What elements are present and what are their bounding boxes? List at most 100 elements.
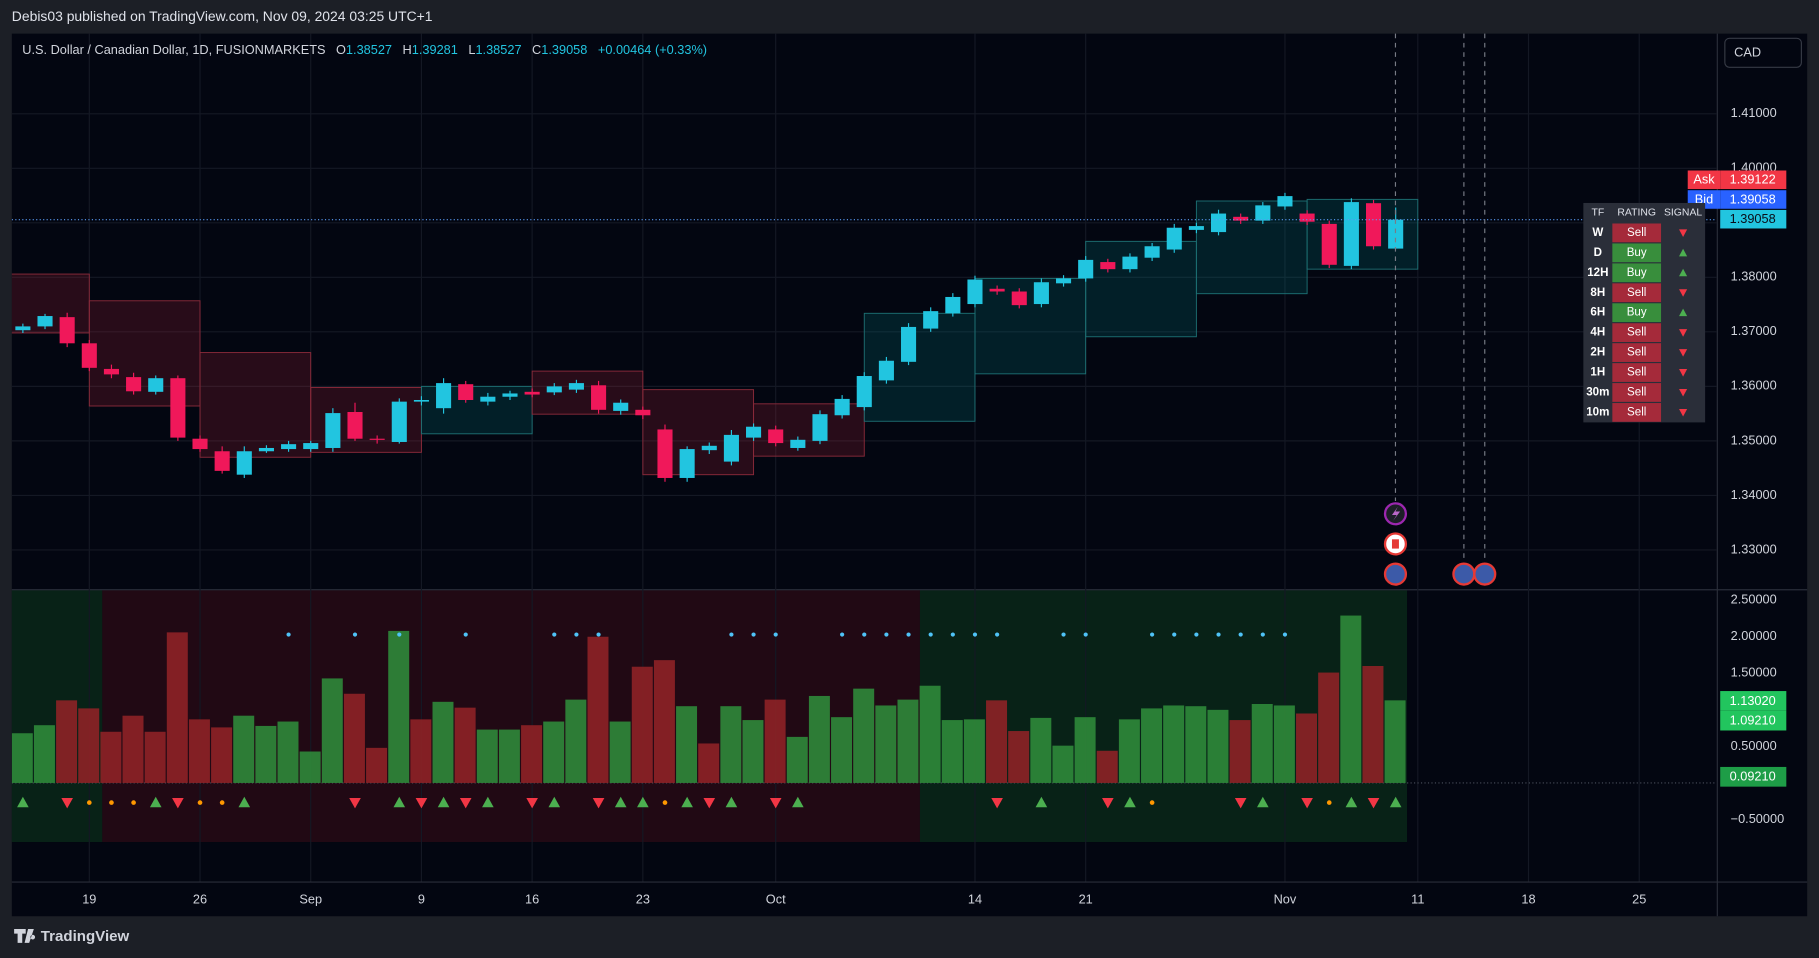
zone <box>974 277 1087 375</box>
osc-bar <box>653 660 675 783</box>
x-tick-label: 18 <box>1521 891 1535 906</box>
signal-up <box>1345 796 1358 808</box>
candle-body <box>723 434 739 462</box>
signal-up <box>792 796 804 808</box>
bid-box <box>1720 190 1787 209</box>
candle-body <box>1343 202 1359 266</box>
signal-down <box>1301 797 1313 809</box>
osc-bar <box>543 721 565 783</box>
osc-tick-label: −0.50000 <box>1731 811 1785 826</box>
signal-down <box>61 797 73 809</box>
table-tf: 10m <box>1586 406 1609 418</box>
signal-up <box>548 796 561 808</box>
osc-dot <box>1260 632 1265 637</box>
osc-bar <box>565 699 587 783</box>
x-tick-label: Sep <box>299 891 322 906</box>
symbol: U.S. Dollar / Canadian Dollar, 1D, FUSIO… <box>22 42 325 57</box>
osc-bar <box>144 731 166 783</box>
table-tf: 6H <box>1590 307 1605 319</box>
ohlc-label: H <box>403 42 412 57</box>
rating-cell <box>1612 383 1662 402</box>
last-price-box <box>1720 209 1787 229</box>
rating-cell <box>1612 403 1662 422</box>
osc-dot <box>286 632 291 637</box>
osc-dot <box>729 632 734 637</box>
candle-body <box>790 439 806 448</box>
table-rating: Sell <box>1627 347 1646 359</box>
candle-body <box>1277 196 1293 207</box>
candle-body <box>391 401 407 442</box>
candle-body <box>1100 262 1116 270</box>
x-tick-label: Nov <box>1274 891 1297 906</box>
osc-bar <box>919 685 941 783</box>
change: +0.00464 (+0.33%) <box>598 42 707 57</box>
currency-button[interactable] <box>1724 37 1802 68</box>
osc-dot <box>352 632 358 637</box>
ohlc-value: 1.38527 <box>346 42 392 57</box>
osc-bar <box>366 747 388 783</box>
x-tick-label: 23 <box>636 891 650 906</box>
event-icon[interactable] <box>1452 562 1476 586</box>
signal-up <box>1257 796 1269 808</box>
osc-bar <box>1074 717 1096 783</box>
signal-up <box>238 796 251 808</box>
candle-body <box>1255 205 1271 221</box>
candle-body <box>701 445 717 451</box>
table-rating: Buy <box>1627 247 1647 259</box>
candle-body <box>502 393 518 397</box>
candle-body <box>15 326 31 331</box>
table-rating: Sell <box>1627 387 1646 399</box>
signal-up <box>614 796 627 808</box>
rating-cell <box>1612 363 1662 382</box>
osc-bar <box>587 636 609 783</box>
candle-body <box>37 316 53 327</box>
candle-body <box>236 451 252 475</box>
signal-down <box>1679 289 1688 297</box>
table-tf: 12H <box>1587 267 1608 279</box>
table-tf: 8H <box>1590 287 1605 299</box>
signal-up <box>1679 268 1688 277</box>
osc-bar <box>33 725 55 783</box>
osc-dot <box>1172 632 1177 637</box>
signal-up <box>637 796 649 808</box>
signal-dot <box>109 800 114 805</box>
signal-down <box>415 797 428 809</box>
osc-dot <box>1150 632 1155 637</box>
osc-dot <box>596 632 601 637</box>
osc-bar <box>1185 706 1207 783</box>
signal-dot <box>197 800 203 805</box>
event-icon[interactable] <box>1383 562 1408 586</box>
rating-table: TF RATING SIGNAL W Sell D Buy 12H Buy 8H Sell 6H Buy… <box>1583 202 1706 423</box>
ohlc-value: 1.39281 <box>412 42 458 57</box>
candle-body <box>635 409 651 416</box>
candle-body <box>103 368 119 375</box>
x-tick-label: 25 <box>1632 891 1646 906</box>
y-tick-label: 1.35000 <box>1731 432 1777 447</box>
osc-bar <box>388 630 410 783</box>
osc-bar <box>1229 720 1251 783</box>
osc-dot <box>751 632 756 637</box>
osc-bar <box>432 701 454 783</box>
signal-up <box>1124 796 1136 808</box>
osc-bar <box>742 720 764 783</box>
candle-body <box>989 288 1005 292</box>
osc-bar <box>166 632 188 783</box>
brand: TradingView <box>41 928 130 945</box>
osc-bar <box>1096 750 1118 783</box>
signal-down <box>991 797 1003 809</box>
osc-dot <box>1083 632 1088 637</box>
event-icon[interactable] <box>1473 562 1497 586</box>
candle-body <box>325 413 341 448</box>
signal-down <box>1679 369 1688 377</box>
candle-body <box>369 438 385 440</box>
osc-bar <box>1251 704 1273 783</box>
candle-body <box>878 360 894 381</box>
candle-body <box>1078 259 1094 279</box>
osc-bar <box>986 700 1008 783</box>
osc-bar <box>410 719 432 783</box>
candle-body <box>281 444 297 450</box>
rating-cell <box>1612 343 1662 362</box>
signal-dot <box>131 800 136 805</box>
candle-body <box>258 447 274 452</box>
